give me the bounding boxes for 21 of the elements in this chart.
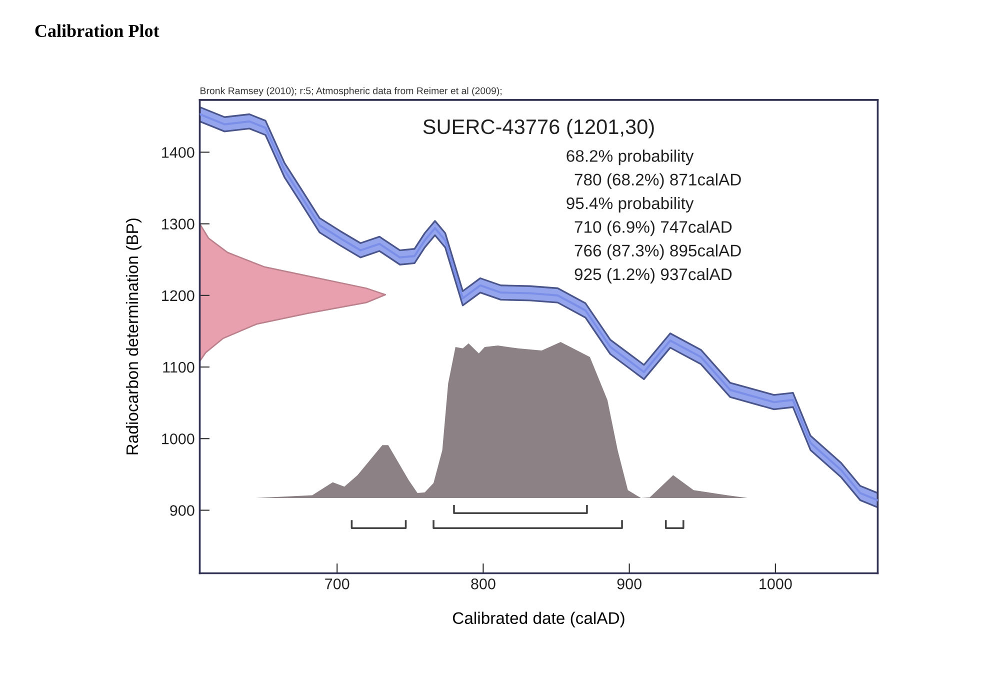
chart-title: Calibration Plot: [35, 24, 160, 37]
annotation: 68.2% probability: [566, 150, 694, 166]
y-tick-label: 900: [170, 505, 194, 516]
annotation: 95.4% probability: [566, 196, 694, 212]
y-tick-label: 1100: [163, 362, 194, 373]
y-axis-title: Radiocarbon determination (BP): [126, 218, 142, 454]
text: SUERC-43776 (1201,30): [423, 118, 654, 138]
x-tick-label: 700: [325, 578, 350, 590]
annotation: 925 (1.2%) 937calAD: [574, 268, 732, 284]
annotation: 710 (6.9%) 747calAD: [574, 220, 732, 236]
x-tick-label: 800: [471, 578, 496, 590]
annotation: 766 (87.3%) 895calAD: [574, 244, 741, 260]
x-axis-title: Calibrated date (calAD): [452, 612, 624, 628]
text: Bronk Ramsey (2010); r:5; Atmospheric data from Reimer et al (2009);: [200, 87, 502, 96]
y-tick-label: 1200: [162, 290, 194, 302]
annotation: 780 (68.2%) 871calAD: [574, 173, 741, 189]
x-tick-label: 1000: [760, 578, 792, 590]
y-tick-label: 1400: [162, 147, 194, 158]
y-tick-label: 1300: [162, 218, 194, 230]
y-tick-label: 1000: [162, 433, 194, 444]
x-tick-label: 900: [617, 578, 642, 590]
